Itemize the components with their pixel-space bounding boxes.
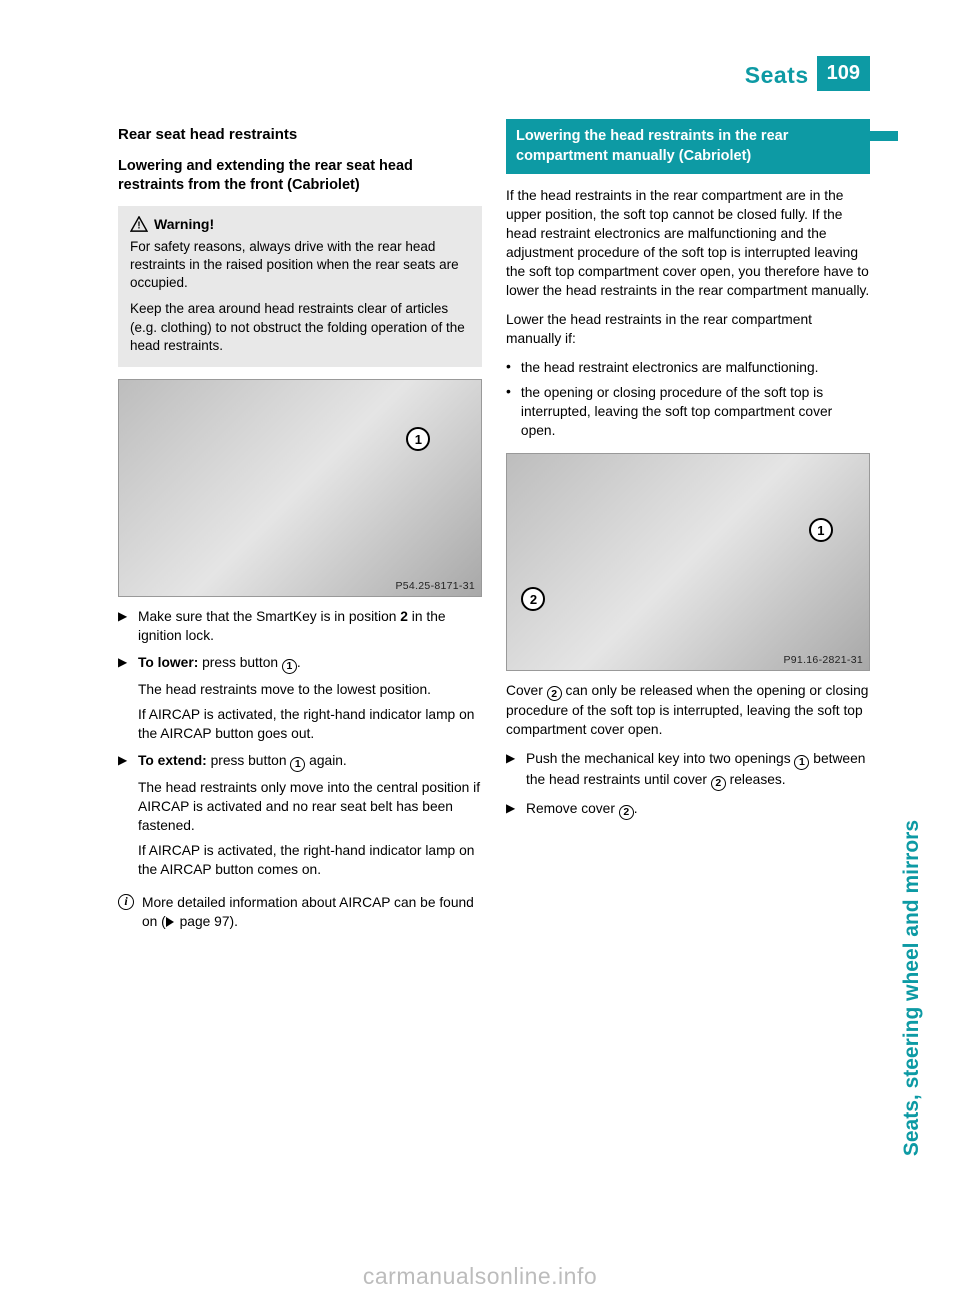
bullet-dot-icon: • <box>506 383 511 440</box>
figure-callout: 1 <box>406 427 430 451</box>
page-number: 109 <box>817 56 870 91</box>
info-icon: i <box>118 894 134 910</box>
callout-ref-icon: 2 <box>619 805 634 820</box>
callout-ref-icon: 1 <box>794 755 809 770</box>
instruction-step: ▶ Push the mechanical key into two openi… <box>506 749 870 790</box>
callout-ref-icon: 1 <box>282 659 297 674</box>
section-title: Seats <box>745 58 809 89</box>
callout-ref-icon: 1 <box>290 757 305 772</box>
instruction-step: ▶ Make sure that the SmartKey is in posi… <box>118 607 482 645</box>
step-text: To extend: press button 1 again. The hea… <box>138 751 482 879</box>
figure-manual-lowering: 1 2 P91.16-2821-31 <box>506 453 870 671</box>
instruction-step: ▶ To extend: press button 1 again. The h… <box>118 751 482 879</box>
bullet-item: • the head restraint electronics are mal… <box>506 358 870 377</box>
callout-ref-icon: 2 <box>711 776 726 791</box>
paragraph: Lower the head restraints in the rear co… <box>506 310 870 348</box>
paragraph: Cover 2 can only be released when the op… <box>506 681 870 740</box>
step-text: Make sure that the SmartKey is in positi… <box>138 607 482 645</box>
step-arrow-icon: ▶ <box>506 799 518 820</box>
warning-triangle-icon: ! <box>130 216 148 232</box>
step-text: Push the mechanical key into two opening… <box>526 749 870 790</box>
warning-paragraph: For safety reasons, always drive with th… <box>130 238 470 293</box>
xref-arrow-icon <box>166 917 174 927</box>
page-header: Seats 109 <box>118 56 870 91</box>
info-text: More detailed information about AIRCAP c… <box>142 893 482 931</box>
step-text: To lower: press button 1. The head restr… <box>138 653 482 743</box>
warning-head: ! Warning! <box>130 216 470 232</box>
watermark-text: carmanualsonline.info <box>0 1263 960 1290</box>
thumb-tab-label: Seats, steering wheel and mirrors <box>900 820 924 1156</box>
bullet-text: the opening or closing procedure of the … <box>521 383 870 440</box>
step-arrow-icon: ▶ <box>118 653 130 743</box>
step-subtext: If AIRCAP is activated, the right-hand i… <box>138 705 482 743</box>
subheading-lowering-extending-front: Lowering and extending the rear seat hea… <box>118 157 482 196</box>
step-arrow-icon: ▶ <box>506 749 518 790</box>
warning-paragraph: Keep the area around head restraints cle… <box>130 300 470 355</box>
paragraph: If the head restraints in the rear compa… <box>506 186 870 300</box>
bullet-dot-icon: • <box>506 358 511 377</box>
callout-ref-icon: 2 <box>547 686 562 701</box>
step-text: Remove cover 2. <box>526 799 870 820</box>
instruction-step: ▶ To lower: press button 1. The head res… <box>118 653 482 743</box>
warning-box: ! Warning! For safety reasons, always dr… <box>118 206 482 367</box>
thumb-tab-box <box>870 131 898 141</box>
warning-title: Warning! <box>154 216 214 232</box>
figure-reference-code: P91.16-2821-31 <box>783 654 863 666</box>
bullet-text: the head restraint electronics are malfu… <box>521 358 870 377</box>
step-subtext: If AIRCAP is activated, the right-hand i… <box>138 841 482 879</box>
left-column: Rear seat head restraints Lowering and e… <box>118 119 482 931</box>
instruction-step: ▶ Remove cover 2. <box>506 799 870 820</box>
bullet-item: • the opening or closing procedure of th… <box>506 383 870 440</box>
manual-page: Seats 109 Seats, steering wheel and mirr… <box>0 0 960 1302</box>
figure-reference-code: P54.25-8171-31 <box>395 580 475 592</box>
step-arrow-icon: ▶ <box>118 751 130 879</box>
step-arrow-icon: ▶ <box>118 607 130 645</box>
step-subtext: The head restraints move to the lowest p… <box>138 680 482 699</box>
step-subtext: The head restraints only move into the c… <box>138 778 482 835</box>
figure-callout: 2 <box>521 587 545 611</box>
content-columns: Rear seat head restraints Lowering and e… <box>118 119 870 931</box>
highlighted-heading: Lowering the head restraints in the rear… <box>506 119 870 174</box>
right-column: Lowering the head restraints in the rear… <box>506 119 870 931</box>
heading-rear-seat-head-restraints: Rear seat head restraints <box>118 125 482 145</box>
info-note: i More detailed information about AIRCAP… <box>118 893 482 931</box>
svg-text:!: ! <box>137 220 140 231</box>
figure-button-location: 1 P54.25-8171-31 <box>118 379 482 597</box>
figure-callout: 1 <box>809 518 833 542</box>
